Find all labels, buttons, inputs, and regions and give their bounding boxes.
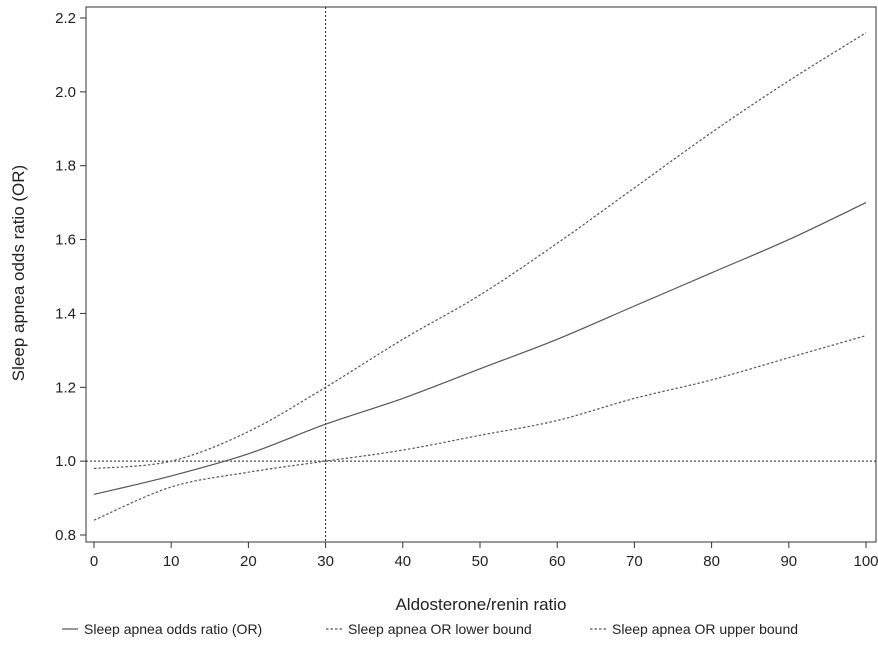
x-tick-label: 10 bbox=[163, 553, 180, 570]
plot-frame bbox=[85, 6, 877, 543]
y-axis-label: Sleep apnea odds ratio (OR) bbox=[9, 165, 28, 381]
x-axis-ticks: 0 10 20 30 40 50 60 70 80 90 100 bbox=[90, 542, 878, 570]
y-axis-ticks: 0.8 1.0 1.2 1.4 1.6 1.8 2.0 2.2 bbox=[55, 10, 86, 544]
x-tick-label: 20 bbox=[240, 553, 257, 570]
legend: Sleep apnea odds ratio (OR) Sleep apnea O… bbox=[62, 621, 798, 637]
x-tick-label: 0 bbox=[90, 553, 98, 570]
y-tick-label: 1.8 bbox=[55, 158, 76, 175]
x-tick-label: 80 bbox=[703, 553, 720, 570]
y-tick-label: 1.0 bbox=[55, 453, 76, 470]
y-tick-label: 2.2 bbox=[55, 10, 76, 27]
legend-label: Sleep apnea OR upper bound bbox=[612, 621, 798, 637]
y-tick-label: 1.4 bbox=[55, 305, 76, 322]
x-tick-label: 90 bbox=[780, 553, 797, 570]
legend-label: Sleep apnea OR lower bound bbox=[348, 621, 532, 637]
x-tick-label: 70 bbox=[626, 553, 643, 570]
x-tick-label: 40 bbox=[394, 553, 411, 570]
series-or-line bbox=[93, 202, 867, 495]
y-tick-label: 0.8 bbox=[55, 527, 76, 544]
series-upper-bound-line bbox=[93, 32, 867, 470]
series-lines bbox=[93, 32, 867, 521]
legend-label: Sleep apnea odds ratio (OR) bbox=[84, 621, 262, 637]
reference-lines bbox=[86, 7, 876, 542]
y-tick-label: 1.2 bbox=[55, 379, 76, 396]
x-axis-label: Aldosterone/renin ratio bbox=[395, 595, 566, 614]
plot-area bbox=[85, 6, 877, 543]
x-tick-label: 100 bbox=[853, 553, 878, 570]
series-lower-bound-line bbox=[93, 335, 867, 521]
x-tick-label: 60 bbox=[549, 553, 566, 570]
x-tick-label: 30 bbox=[317, 553, 334, 570]
y-tick-label: 1.6 bbox=[55, 232, 76, 249]
y-tick-label: 2.0 bbox=[55, 84, 76, 101]
x-tick-label: 50 bbox=[472, 553, 489, 570]
